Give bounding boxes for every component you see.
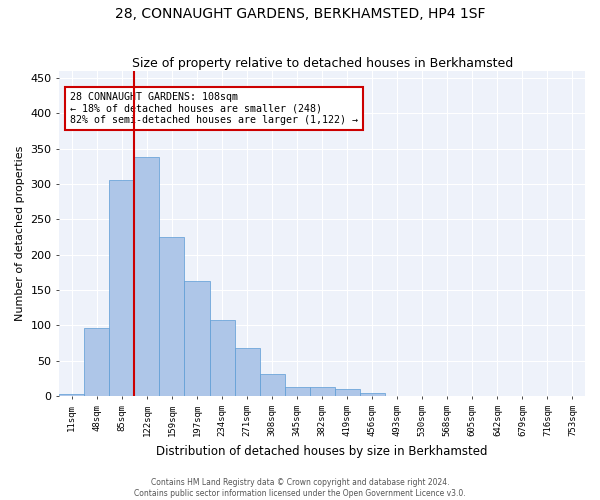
Bar xyxy=(184,281,209,396)
X-axis label: Distribution of detached houses by size in Berkhamsted: Distribution of detached houses by size … xyxy=(157,444,488,458)
Bar xyxy=(134,157,160,396)
Bar xyxy=(335,389,360,396)
Bar xyxy=(260,374,284,396)
Bar xyxy=(160,237,184,396)
Text: 28, CONNAUGHT GARDENS, BERKHAMSTED, HP4 1SF: 28, CONNAUGHT GARDENS, BERKHAMSTED, HP4 … xyxy=(115,8,485,22)
Y-axis label: Number of detached properties: Number of detached properties xyxy=(15,146,25,321)
Bar xyxy=(360,392,385,396)
Bar xyxy=(59,394,85,396)
Bar xyxy=(209,320,235,396)
Bar xyxy=(284,387,310,396)
Text: 28 CONNAUGHT GARDENS: 108sqm
← 18% of detached houses are smaller (248)
82% of s: 28 CONNAUGHT GARDENS: 108sqm ← 18% of de… xyxy=(70,92,358,125)
Bar xyxy=(85,328,109,396)
Bar xyxy=(109,180,134,396)
Bar xyxy=(310,387,335,396)
Title: Size of property relative to detached houses in Berkhamsted: Size of property relative to detached ho… xyxy=(131,56,513,70)
Text: Contains HM Land Registry data © Crown copyright and database right 2024.
Contai: Contains HM Land Registry data © Crown c… xyxy=(134,478,466,498)
Bar xyxy=(235,348,260,397)
